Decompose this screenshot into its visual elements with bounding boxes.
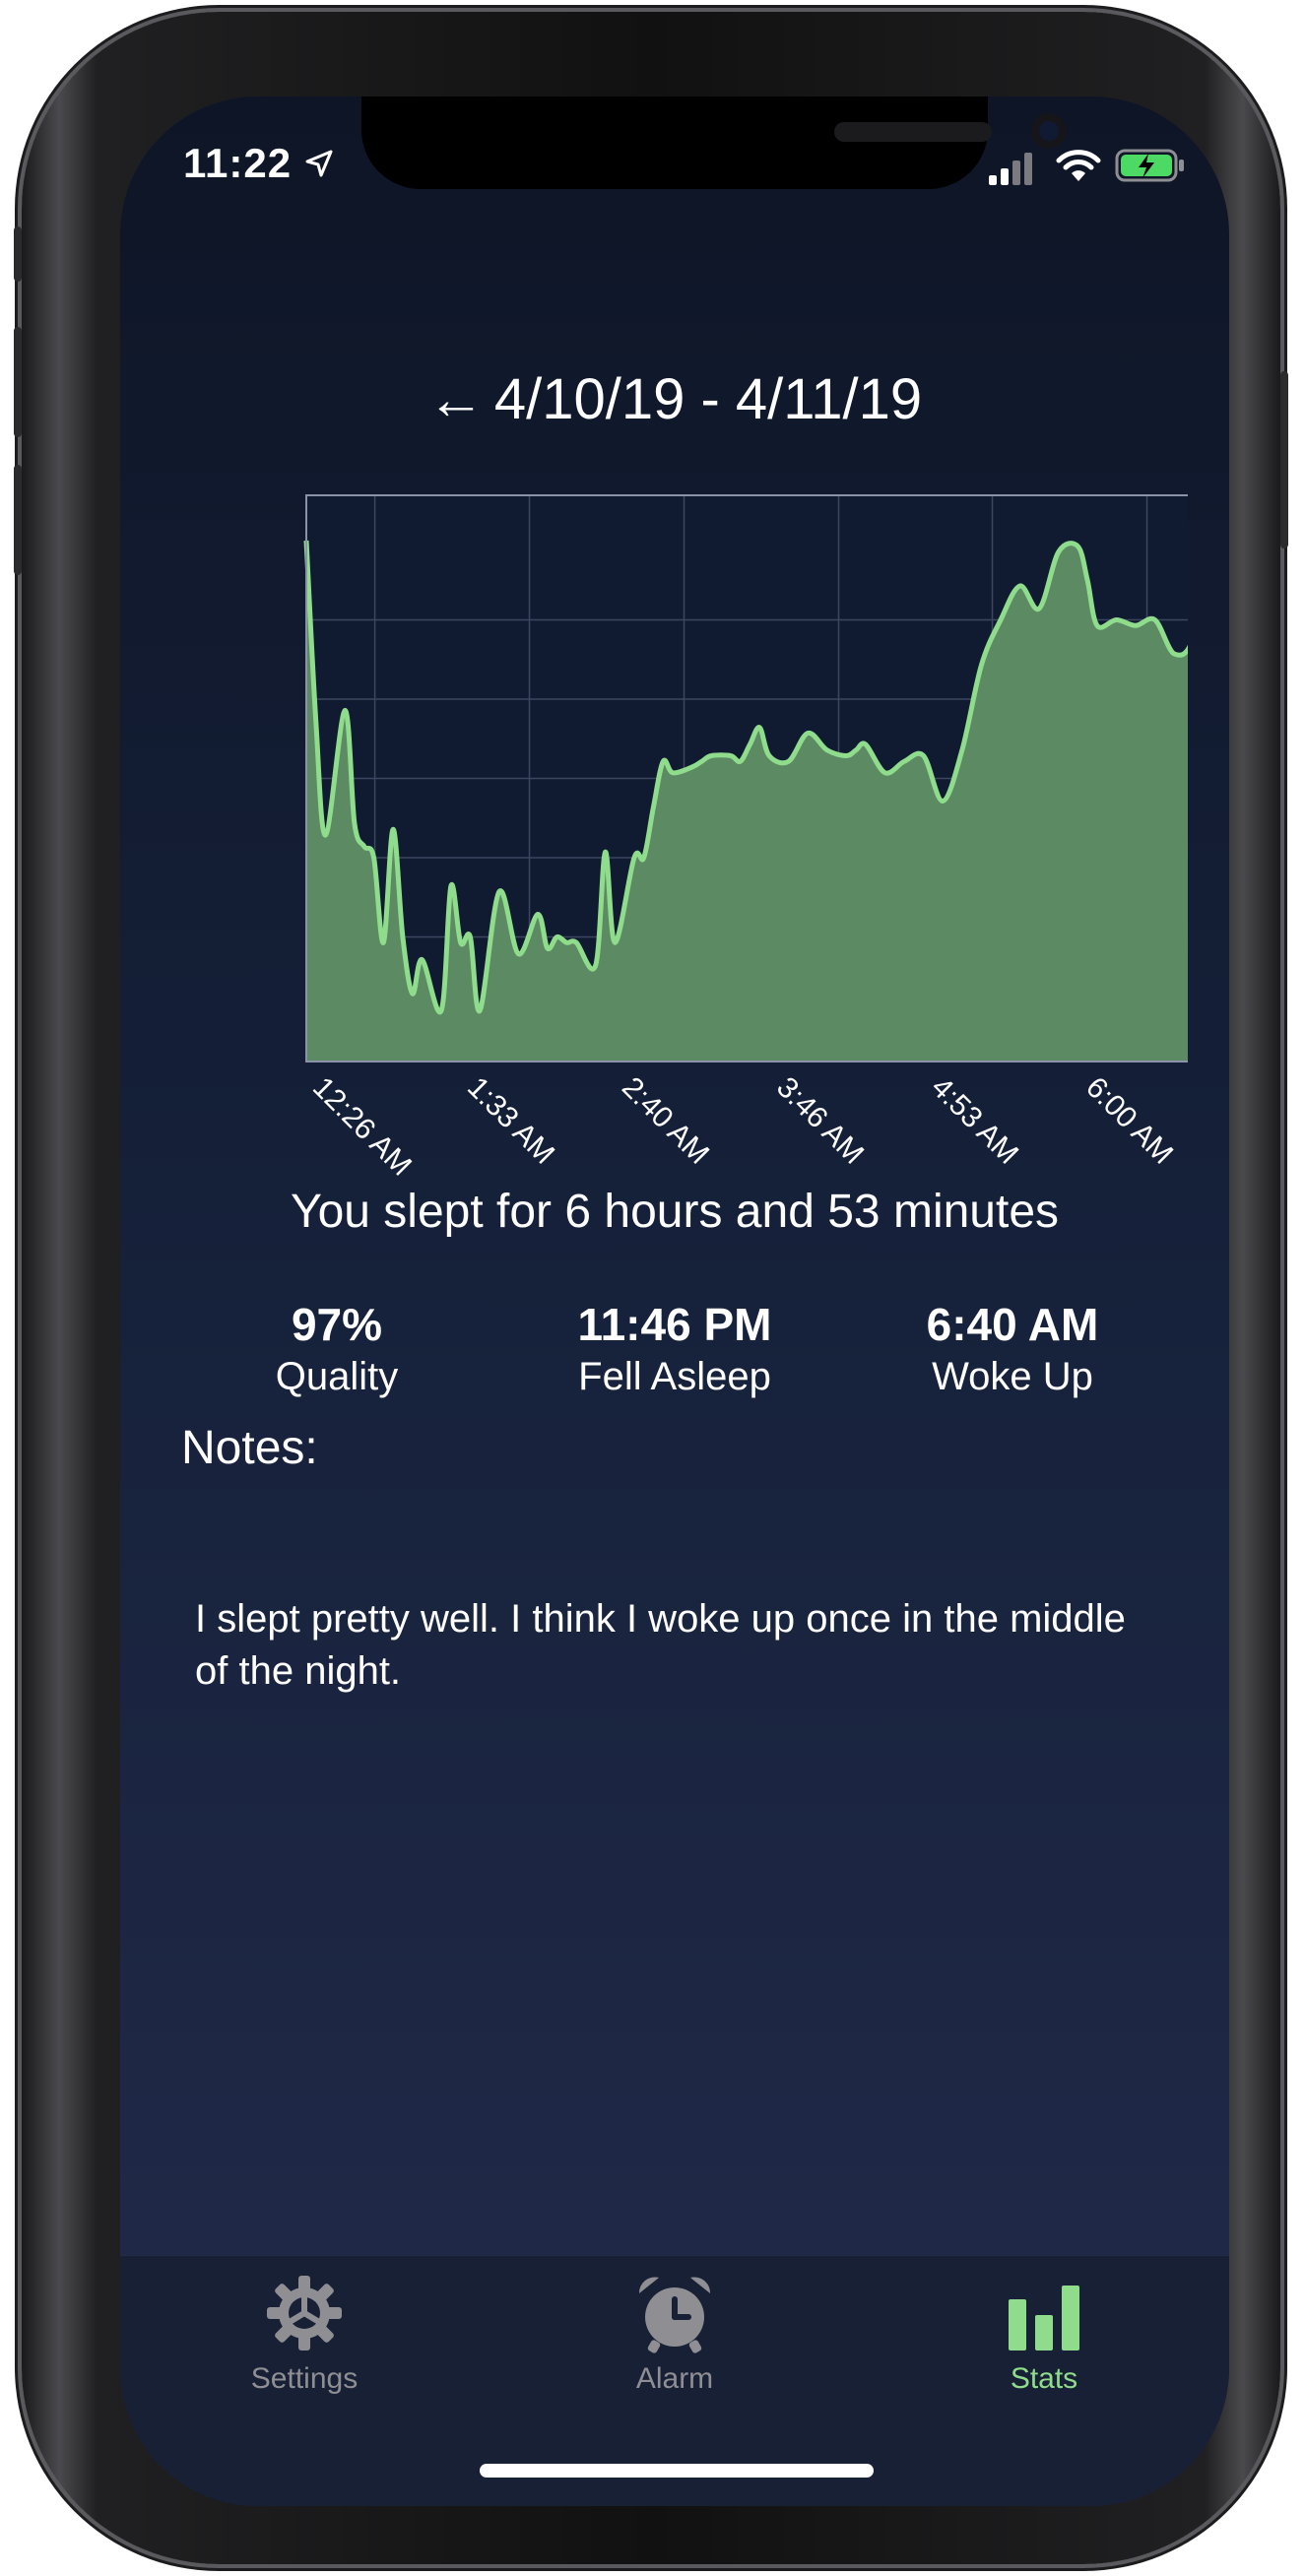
- stat-value: 11:46 PM: [577, 1299, 772, 1350]
- chart-x-tick-label: 1:33 AM: [461, 1071, 560, 1171]
- mute-switch: [14, 226, 22, 282]
- cellular-signal-icon: [989, 153, 1032, 185]
- chart-area-fill: [306, 541, 1188, 1062]
- stat-value: 97%: [291, 1299, 383, 1350]
- notes-label: Notes:: [181, 1422, 318, 1474]
- stat-woke-up: 6:40 AM Woke Up: [835, 1298, 1190, 1399]
- stat-label: Quality: [275, 1355, 399, 1398]
- sleep-chart: 12:26 AM 1:33 AM 2:40 AM 3:46 AM 4:53 AM 6:00…: [303, 494, 1188, 1183]
- date-range-header: ← 4/10/19 - 4/11/19: [120, 366, 1229, 432]
- stat-label: Fell Asleep: [578, 1355, 771, 1398]
- wifi-icon: [1056, 150, 1101, 181]
- status-time: 11:22: [183, 140, 293, 186]
- date-range-title: 4/10/19 - 4/11/19: [493, 367, 923, 431]
- speaker: [834, 122, 992, 142]
- back-arrow-icon[interactable]: ←: [426, 367, 485, 431]
- tab-label: Settings: [250, 2362, 359, 2395]
- notch: [361, 97, 1067, 189]
- tab-settings[interactable]: Settings: [176, 2256, 432, 2453]
- volume-down-button: [14, 465, 22, 575]
- notes-text[interactable]: I slept pretty well. I think I woke up o…: [195, 1597, 1126, 1693]
- chart-x-tick-label: 2:40 AM: [616, 1071, 715, 1171]
- tab-label: Alarm: [635, 2362, 714, 2395]
- volume-up-button: [14, 327, 22, 437]
- screen: 11:22 ← 4/10/19 - 4/11/19 12:26 AM 1:33 AM…: [120, 97, 1229, 2506]
- sleep-summary: You slept for 6 hours and 53 minutes: [290, 1186, 1060, 1238]
- chart-x-tick-label: 3:46 AM: [770, 1071, 870, 1171]
- tab-alarm[interactable]: Alarm: [547, 2256, 803, 2453]
- chart-x-tick-label: 12:26 AM: [306, 1071, 418, 1183]
- bar-chart-icon: [1009, 2286, 1079, 2351]
- tab-stats[interactable]: Stats: [916, 2256, 1172, 2453]
- stat-value: 6:40 AM: [926, 1299, 1099, 1350]
- chart-series-line: [303, 540, 1188, 1015]
- battery-charging-icon: [1115, 149, 1184, 182]
- home-indicator[interactable]: [480, 2464, 874, 2478]
- stat-fell-asleep: 11:46 PM Fell Asleep: [497, 1298, 852, 1399]
- chart-x-tick-label: 4:53 AM: [925, 1071, 1024, 1171]
- tab-label: Stats: [1010, 2362, 1078, 2395]
- chart-border: [305, 494, 1188, 1063]
- stat-quality: 97% Quality: [160, 1298, 514, 1399]
- power-button: [1280, 371, 1288, 548]
- chart-x-tick-label: 6:00 AM: [1079, 1071, 1179, 1171]
- stat-label: Woke Up: [932, 1355, 1093, 1398]
- location-arrow-icon: [305, 150, 333, 177]
- phone-frame: 11:22 ← 4/10/19 - 4/11/19 12:26 AM 1:33 AM…: [14, 12, 1288, 2564]
- gear-icon: [267, 2276, 342, 2351]
- alarm-clock-icon: [638, 2277, 711, 2353]
- front-camera: [1031, 113, 1067, 149]
